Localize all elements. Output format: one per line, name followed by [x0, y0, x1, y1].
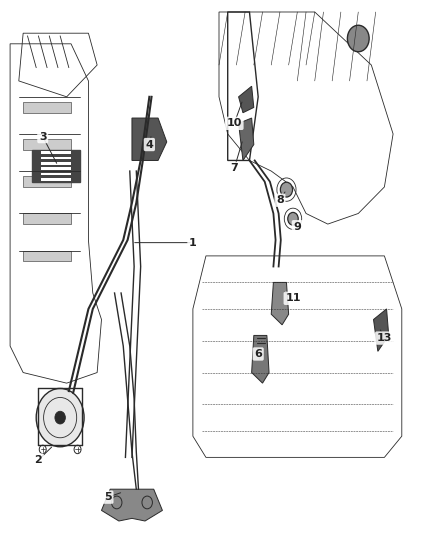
Circle shape [347, 25, 369, 52]
Circle shape [55, 411, 65, 424]
Polygon shape [239, 118, 254, 160]
Text: 13: 13 [377, 333, 392, 343]
Bar [23, 251, 71, 261]
Text: 5: 5 [104, 492, 112, 502]
Polygon shape [374, 309, 389, 351]
Polygon shape [102, 489, 162, 521]
Text: 8: 8 [276, 195, 284, 205]
Bar [41, 167, 71, 170]
Circle shape [280, 182, 293, 197]
Bar [23, 102, 71, 113]
Polygon shape [132, 118, 167, 160]
Circle shape [288, 213, 298, 225]
Text: 11: 11 [285, 293, 301, 303]
Bar [23, 139, 71, 150]
Polygon shape [252, 335, 269, 383]
Bar [23, 176, 71, 187]
Circle shape [36, 389, 84, 447]
Bar [41, 162, 71, 165]
Polygon shape [32, 150, 80, 182]
Text: 2: 2 [35, 455, 42, 465]
Text: 4: 4 [145, 140, 153, 150]
Text: 3: 3 [39, 132, 46, 142]
Bar [41, 178, 71, 181]
Bar [23, 214, 71, 224]
Bar [41, 151, 71, 154]
Text: 7: 7 [230, 164, 238, 173]
Text: 10: 10 [226, 118, 242, 128]
Polygon shape [239, 86, 254, 113]
Polygon shape [271, 282, 289, 325]
Text: 1: 1 [189, 238, 197, 248]
Text: 9: 9 [293, 222, 301, 232]
Bar [41, 173, 71, 175]
Bar [41, 157, 71, 159]
Text: 6: 6 [254, 349, 262, 359]
